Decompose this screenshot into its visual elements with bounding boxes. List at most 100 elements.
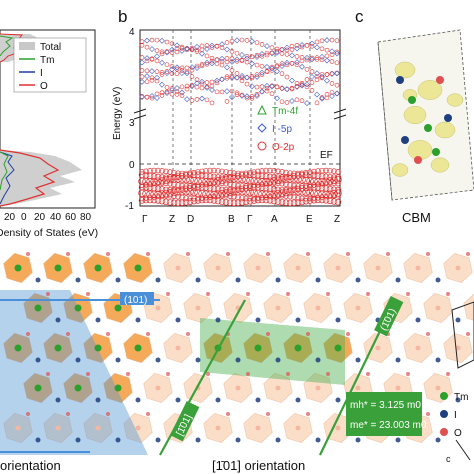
band-legend-marker-i bbox=[257, 123, 267, 133]
band-marker-o bbox=[151, 167, 157, 174]
atom-tm bbox=[375, 345, 381, 351]
band-marker-i bbox=[299, 42, 305, 48]
band-marker-o bbox=[214, 57, 220, 63]
atom-legend-i: I bbox=[454, 410, 457, 421]
band-marker-o bbox=[323, 193, 329, 200]
band-marker-o bbox=[249, 96, 255, 101]
band-marker-o bbox=[159, 180, 165, 186]
band-marker-o bbox=[194, 184, 202, 191]
band-marker-o bbox=[334, 38, 340, 43]
band-marker-o bbox=[154, 185, 162, 193]
band-marker-o bbox=[314, 190, 322, 198]
band-marker-i bbox=[289, 77, 295, 84]
dos-tm-curve-bottom bbox=[0, 151, 9, 191]
atom-tm bbox=[94, 344, 102, 352]
band-marker-o bbox=[224, 56, 230, 61]
band-marker-o bbox=[249, 94, 255, 99]
band-marker-o bbox=[209, 100, 215, 106]
band-marker-i bbox=[229, 94, 235, 101]
band-marker-o bbox=[174, 71, 180, 76]
band-marker-o bbox=[224, 74, 230, 79]
atom-tm bbox=[355, 385, 361, 391]
dos-x-tick: 20 bbox=[4, 212, 16, 223]
atom-tm bbox=[215, 265, 221, 271]
atom-i bbox=[175, 317, 181, 323]
band-marker-o bbox=[174, 49, 180, 55]
band-marker-o bbox=[267, 167, 273, 174]
band-marker-i bbox=[219, 41, 225, 48]
band-marker-o bbox=[264, 68, 270, 74]
band-marker-o bbox=[158, 197, 166, 205]
band-marker-o bbox=[169, 86, 175, 91]
atom-i bbox=[95, 397, 101, 403]
band-marker-o bbox=[259, 181, 265, 188]
band-marker-o bbox=[199, 168, 205, 175]
k-label: A bbox=[271, 214, 278, 225]
band-marker-i bbox=[269, 83, 275, 90]
band-marker-i bbox=[204, 46, 210, 52]
atom-o bbox=[346, 252, 350, 256]
atom-tm bbox=[14, 344, 22, 352]
cbm-atom bbox=[424, 124, 432, 132]
band-marker-o bbox=[154, 48, 160, 53]
band-marker-o bbox=[304, 67, 310, 72]
atom-tm bbox=[294, 344, 302, 352]
atom-i bbox=[115, 277, 121, 283]
band-marker-o bbox=[254, 62, 260, 68]
band-marker-o bbox=[249, 74, 255, 79]
band-marker-o bbox=[282, 175, 290, 183]
atom-i bbox=[275, 437, 281, 443]
isosurface-blob bbox=[403, 105, 427, 125]
band-marker-o bbox=[189, 74, 195, 79]
band-marker-o bbox=[303, 195, 309, 202]
band-marker-o bbox=[204, 61, 210, 67]
band-marker-o bbox=[204, 43, 210, 48]
band-marker-o bbox=[179, 65, 185, 71]
band-marker-o bbox=[151, 180, 157, 187]
atom-o bbox=[346, 332, 350, 336]
band-marker-o bbox=[334, 60, 340, 66]
band-marker-i bbox=[249, 83, 255, 90]
band-marker-o bbox=[299, 55, 305, 60]
band-marker-o bbox=[198, 196, 206, 204]
band-marker-o bbox=[186, 188, 194, 196]
band-marker-o bbox=[139, 55, 145, 60]
band-marker-o bbox=[184, 86, 190, 92]
band-marker-i bbox=[274, 68, 280, 75]
band-marker-o bbox=[164, 62, 170, 67]
atom-o bbox=[286, 292, 290, 296]
band-marker-i bbox=[154, 95, 160, 101]
band-marker-o bbox=[267, 193, 273, 200]
band-marker-o bbox=[283, 181, 289, 187]
atom-o bbox=[366, 292, 370, 296]
band-marker-o bbox=[223, 193, 229, 199]
band-marker-o bbox=[270, 197, 278, 205]
atom-i bbox=[235, 437, 241, 443]
band-marker-o bbox=[230, 199, 238, 207]
band-marker-i bbox=[259, 88, 265, 95]
band-marker-o bbox=[289, 43, 295, 49]
band-marker-o bbox=[239, 78, 245, 84]
band-marker-o bbox=[171, 169, 177, 176]
band-marker-o bbox=[315, 168, 321, 174]
band-marker-i bbox=[324, 77, 330, 84]
band-marker-o bbox=[199, 85, 205, 91]
band-marker-o bbox=[219, 168, 225, 175]
band-marker-o bbox=[264, 85, 270, 91]
band-marker-i bbox=[229, 58, 235, 65]
band-marker-o bbox=[203, 168, 209, 174]
band-marker-i bbox=[309, 56, 315, 63]
atom-i bbox=[455, 317, 461, 323]
k-label: Γ bbox=[142, 214, 148, 225]
panel-letter-c: c bbox=[355, 7, 364, 26]
band-marker-o bbox=[184, 65, 190, 71]
band-marker-i bbox=[184, 70, 190, 77]
band-marker-o bbox=[304, 77, 310, 82]
atom-o bbox=[426, 252, 430, 256]
band-marker-o bbox=[246, 171, 254, 178]
band-marker-i bbox=[184, 45, 190, 52]
band-marker-i bbox=[284, 86, 290, 92]
dos-x-tick: 40 bbox=[50, 212, 62, 223]
band-marker-o bbox=[335, 192, 341, 199]
atom-i bbox=[415, 317, 421, 323]
